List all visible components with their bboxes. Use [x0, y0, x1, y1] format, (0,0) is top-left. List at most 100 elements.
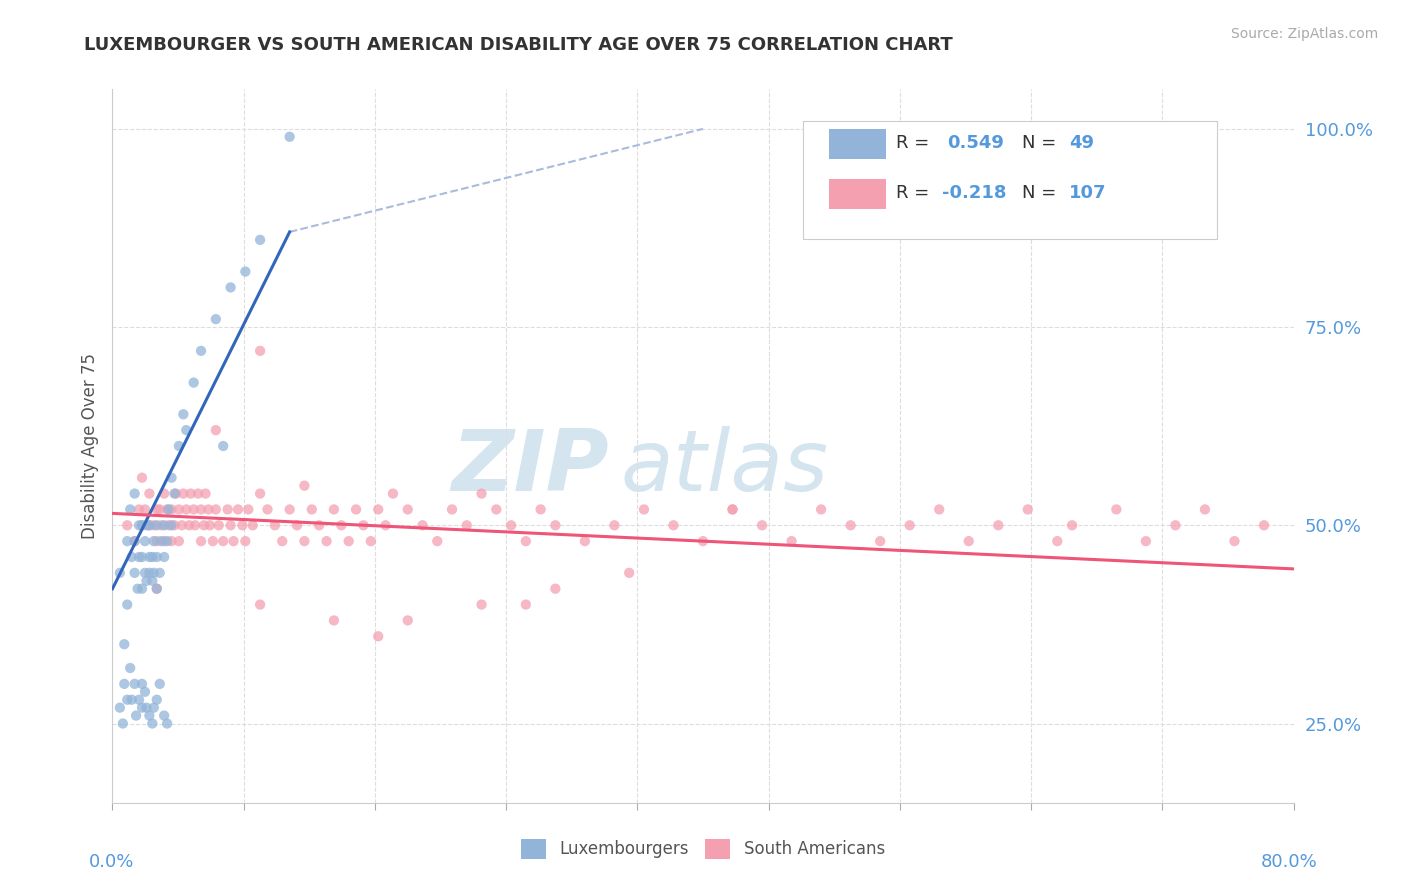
Point — [1135, 534, 1157, 549]
Point — [957, 534, 980, 549]
Point — [301, 502, 323, 516]
Text: R =: R = — [896, 134, 935, 152]
Point — [128, 518, 150, 533]
Point — [167, 534, 190, 549]
Point — [156, 534, 179, 549]
Point — [142, 534, 165, 549]
Point — [183, 376, 205, 390]
Point — [197, 502, 219, 516]
Point — [135, 574, 157, 588]
Point — [226, 502, 249, 516]
Point — [153, 518, 176, 533]
Point — [898, 518, 921, 533]
Point — [134, 685, 156, 699]
Legend: Luxembourgers, South Americans: Luxembourgers, South Americans — [515, 832, 891, 866]
Point — [315, 534, 337, 549]
Point — [323, 502, 346, 516]
Point — [112, 677, 135, 691]
Point — [138, 566, 160, 580]
Point — [156, 716, 179, 731]
Point — [1062, 518, 1084, 533]
Point — [242, 518, 264, 533]
Point — [603, 518, 626, 533]
Point — [167, 439, 190, 453]
Point — [810, 502, 832, 516]
Point — [138, 708, 160, 723]
Point — [146, 534, 169, 549]
Point — [256, 502, 278, 516]
Point — [134, 566, 156, 580]
Point — [167, 502, 190, 516]
Point — [308, 518, 330, 533]
Point — [249, 598, 271, 612]
Text: N =: N = — [1022, 184, 1062, 202]
Point — [121, 692, 143, 706]
Point — [515, 598, 537, 612]
Point — [111, 716, 134, 731]
Point — [217, 502, 239, 516]
Point — [330, 518, 353, 533]
Point — [222, 534, 245, 549]
Point — [141, 549, 163, 564]
Point — [219, 280, 242, 294]
Point — [134, 534, 156, 549]
Point — [127, 582, 149, 596]
Point — [117, 534, 138, 549]
Point — [212, 534, 235, 549]
Point — [190, 502, 212, 516]
Point — [135, 700, 157, 714]
Point — [120, 661, 142, 675]
Point — [131, 677, 153, 691]
Point — [184, 518, 207, 533]
Point — [124, 534, 146, 549]
Text: 49: 49 — [1069, 134, 1094, 152]
Point — [124, 486, 146, 500]
Text: 0.549: 0.549 — [948, 134, 1004, 152]
Point — [183, 502, 205, 516]
Point — [249, 486, 271, 500]
Point — [233, 264, 256, 278]
Point — [411, 518, 433, 533]
Point — [292, 534, 315, 549]
Point — [150, 518, 173, 533]
Text: -0.218: -0.218 — [942, 184, 1007, 202]
Point — [160, 534, 183, 549]
Point — [138, 518, 160, 533]
Point — [190, 343, 212, 358]
Point — [337, 534, 360, 549]
Point — [529, 502, 551, 516]
Point — [292, 478, 315, 492]
Point — [153, 534, 176, 549]
Point — [382, 486, 405, 500]
Point — [117, 518, 138, 533]
Point — [485, 502, 508, 516]
Point — [721, 502, 744, 516]
Point — [174, 423, 197, 437]
Point — [160, 502, 183, 516]
Point — [121, 549, 143, 564]
Point — [124, 566, 146, 580]
Point — [662, 518, 685, 533]
Point — [374, 518, 396, 533]
Point — [323, 614, 346, 628]
Point — [208, 518, 231, 533]
Point — [153, 486, 176, 500]
Point — [141, 574, 163, 588]
Point — [278, 502, 301, 516]
Point — [249, 233, 271, 247]
Point — [142, 700, 165, 714]
Point — [544, 518, 567, 533]
Point — [131, 518, 153, 533]
FancyBboxPatch shape — [830, 129, 886, 159]
Point — [142, 566, 165, 580]
Point — [249, 343, 271, 358]
Text: N =: N = — [1022, 134, 1062, 152]
Point — [134, 502, 156, 516]
Point — [146, 518, 169, 533]
Point — [721, 502, 744, 516]
Point — [149, 566, 172, 580]
Point — [367, 502, 389, 516]
Point — [193, 518, 215, 533]
Point — [138, 549, 160, 564]
Point — [367, 629, 389, 643]
